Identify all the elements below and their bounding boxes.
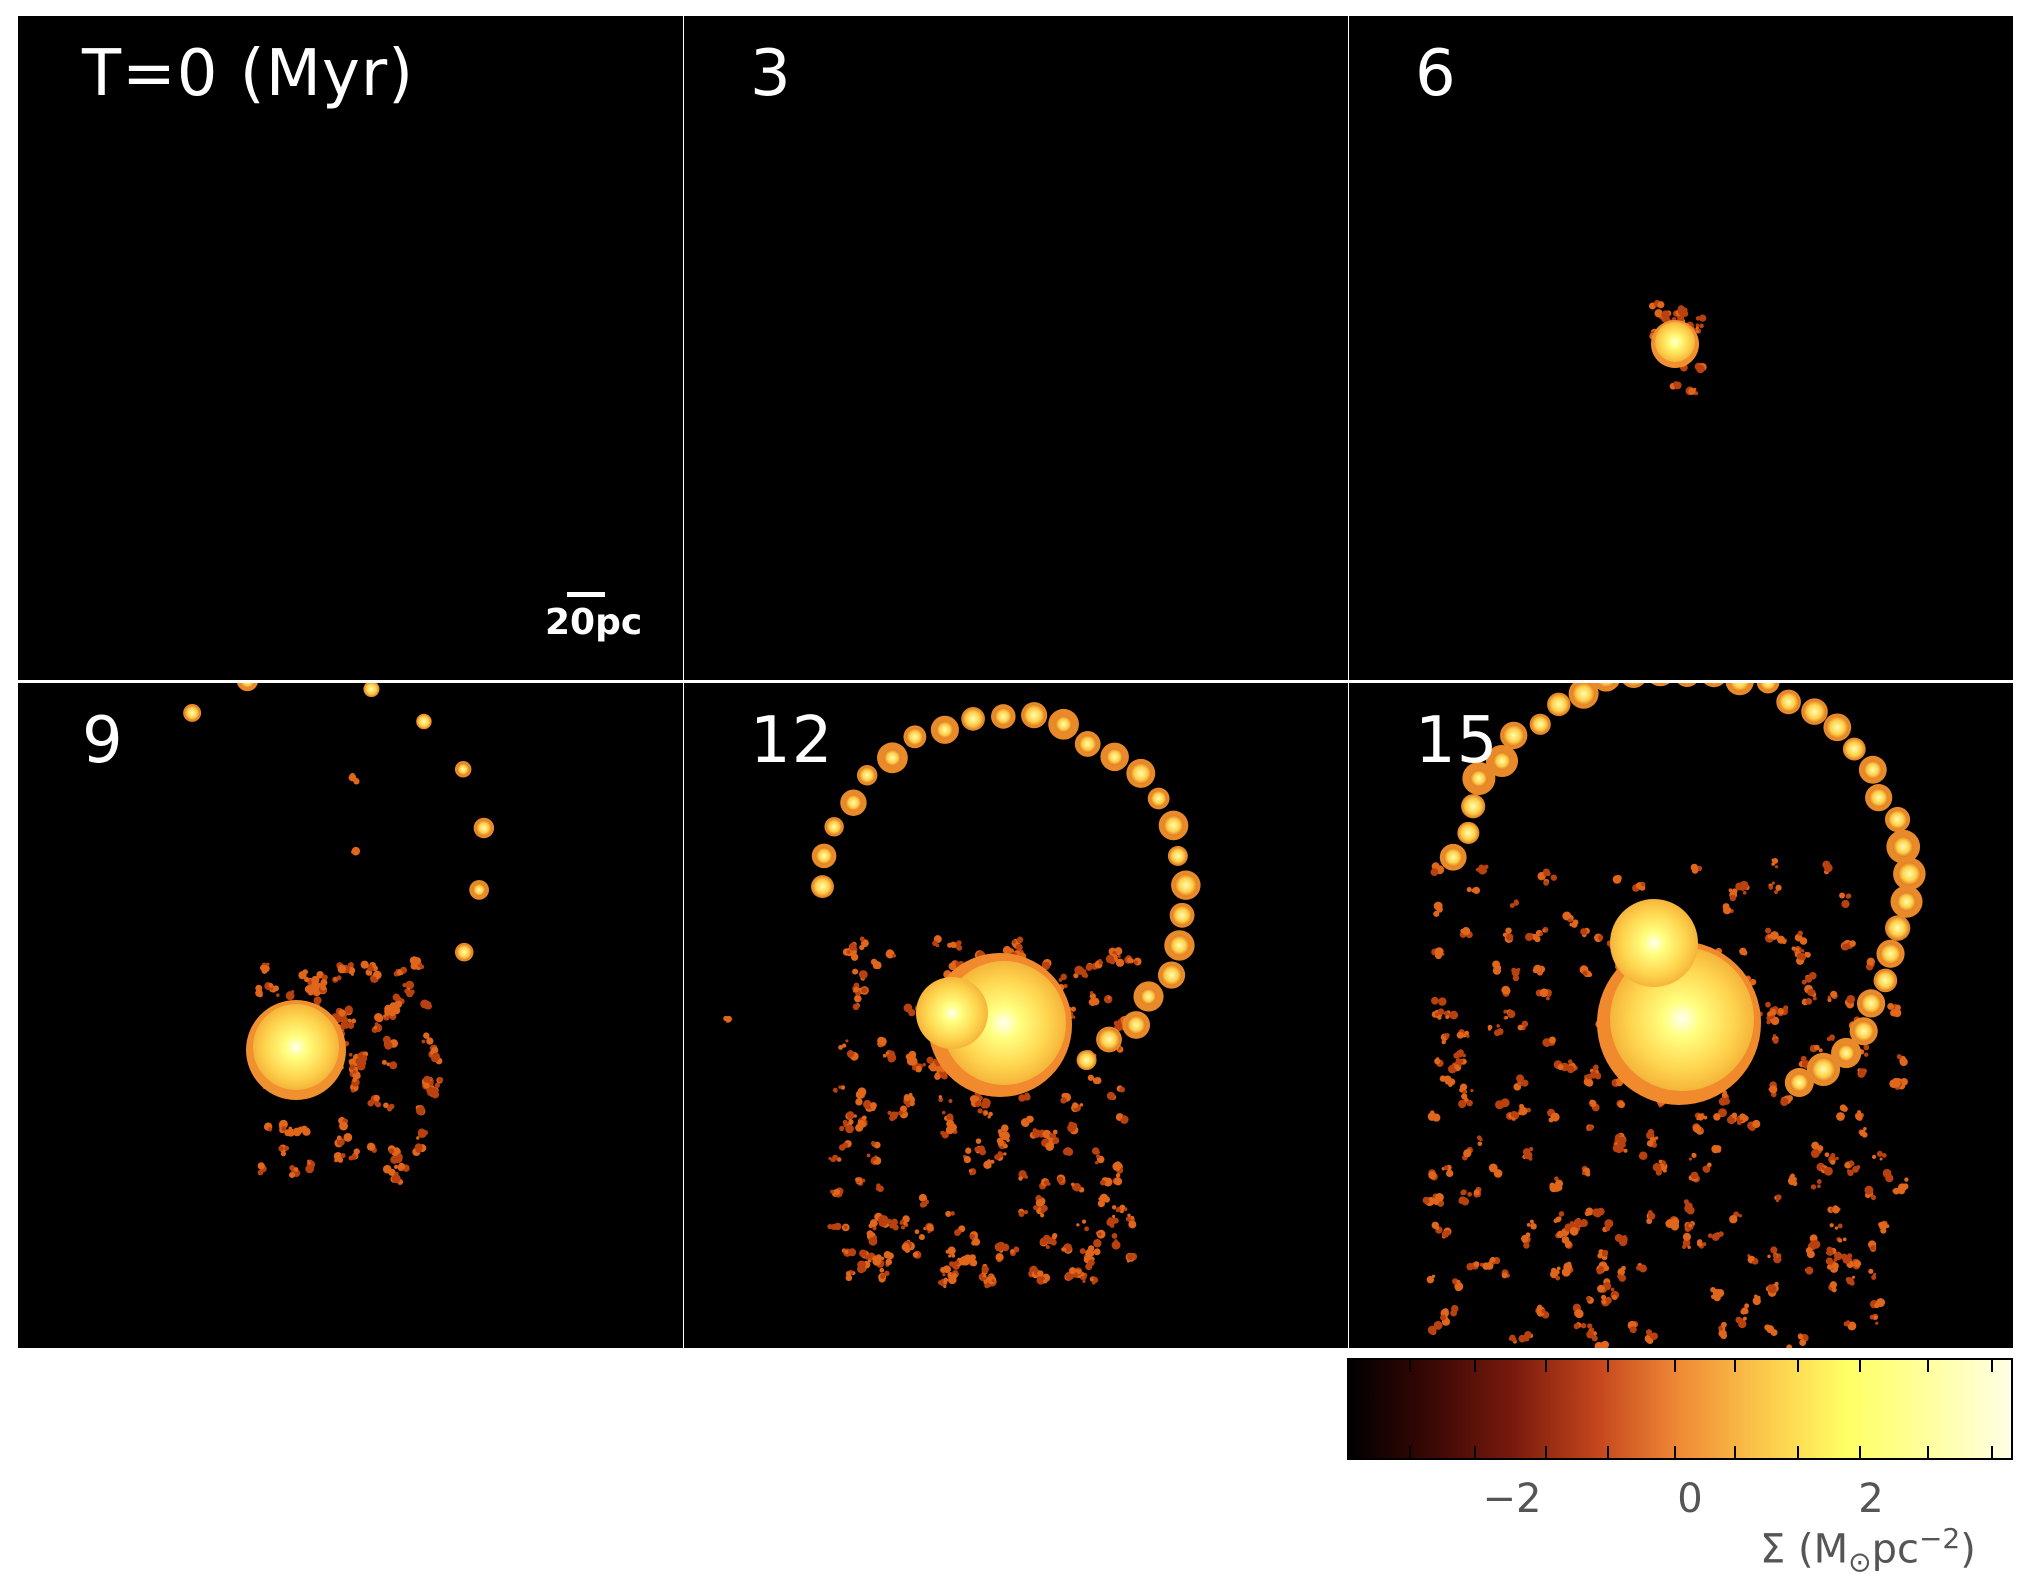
colorbar-tick	[1474, 1446, 1476, 1458]
colorbar-tick	[1545, 1446, 1547, 1458]
snapshot-panel-t15: 15	[1349, 683, 2013, 1348]
panel-time-label: 9	[82, 704, 124, 778]
panel-time-label: T=0 (Myr)	[82, 37, 415, 111]
colorbar-tick	[1474, 1360, 1476, 1372]
density-map	[183, 683, 495, 1186]
snapshot-panel-t12: 12	[684, 683, 1348, 1348]
colorbar-tick	[1991, 1446, 1993, 1458]
colorbar-tick	[1797, 1360, 1799, 1372]
colorbar-tick	[1991, 1360, 1993, 1372]
colorbar-tick	[1859, 1446, 1861, 1458]
colorbar-tick	[1409, 1446, 1411, 1458]
panel-time-label: 3	[750, 37, 792, 111]
colorbar-tick	[1607, 1446, 1609, 1458]
scale-bar-line	[567, 592, 605, 597]
colorbar-tick	[1607, 1360, 1609, 1372]
snapshot-panel-t9: 9	[18, 683, 683, 1348]
density-map	[723, 702, 1201, 1289]
colorbar-title: Σ (M⊙pc−2)	[1760, 1522, 1976, 1578]
colorbar-tick	[1545, 1360, 1547, 1372]
colorbar-tick	[1797, 1446, 1799, 1458]
colorbar-tick	[1859, 1360, 1861, 1372]
colorbar-tick-label: 0	[1677, 1476, 1703, 1522]
density-map	[1422, 683, 1926, 1348]
colorbar-title-sub: ⊙	[1848, 1545, 1872, 1579]
colorbar-tick	[1927, 1446, 1929, 1458]
colorbar	[1347, 1358, 2013, 1460]
snapshot-panel-t3: 3	[684, 16, 1348, 680]
colorbar-title-sup: −2	[1918, 1522, 1961, 1555]
scale-bar-label: 20pc	[545, 602, 643, 643]
panel-time-label: 12	[750, 704, 834, 778]
colorbar-tick	[1927, 1360, 1929, 1372]
colorbar-title-mid: pc	[1871, 1526, 1919, 1573]
panel-time-label: 15	[1415, 704, 1499, 778]
scale-bar: 20pc	[545, 592, 655, 662]
panel-time-label: 6	[1415, 37, 1457, 111]
colorbar-tick	[1734, 1360, 1736, 1372]
colorbar-tick	[1409, 1360, 1411, 1372]
colorbar-tick	[1674, 1446, 1676, 1458]
density-map	[1648, 299, 1707, 396]
colorbar-tick-label: −2	[1482, 1476, 1542, 1522]
colorbar-tick	[1674, 1360, 1676, 1372]
colorbar-tick-label: 2	[1858, 1476, 1884, 1522]
snapshot-panel-t0: T=0 (Myr) 20pc	[18, 16, 683, 680]
colorbar-tick	[1734, 1446, 1736, 1458]
colorbar-gradient	[1349, 1360, 2011, 1458]
colorbar-title-prefix: Σ (M	[1760, 1526, 1849, 1573]
snapshot-panel-t6: 6	[1349, 16, 2013, 680]
colorbar-title-suffix: )	[1960, 1526, 1976, 1573]
